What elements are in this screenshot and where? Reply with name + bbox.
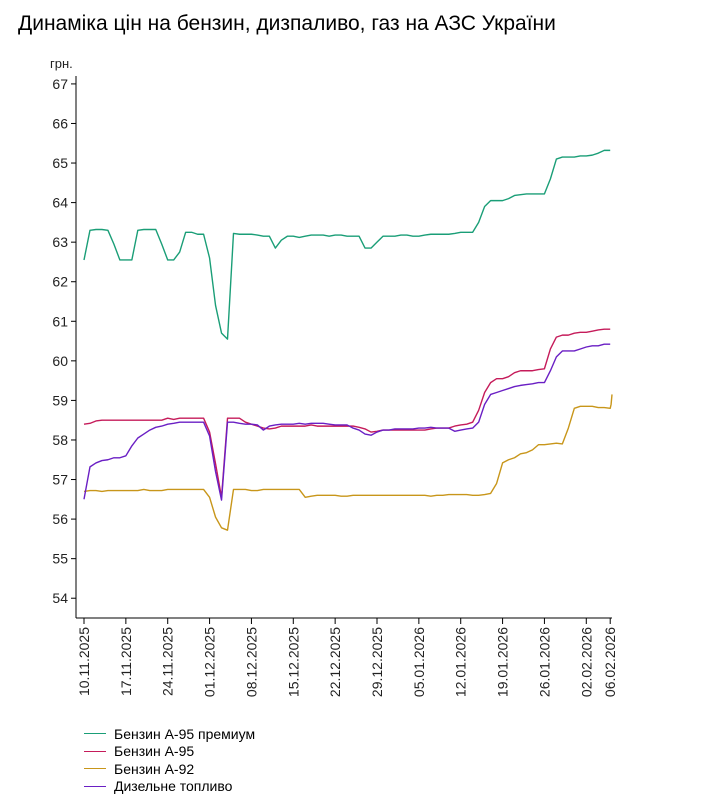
x-tick-label: 26.01.2026 [536, 627, 552, 697]
x-tick-label: 22.12.2025 [327, 627, 343, 697]
y-tick-label: 67 [52, 76, 68, 92]
y-tick-label: 66 [52, 115, 68, 131]
x-tick-label: 10.11.2025 [76, 627, 92, 696]
legend-label: Бензин А-95 [114, 743, 195, 760]
x-axis: 10.11.2025 17.11.2025 24.11.2025 01.12.2025… [76, 617, 618, 697]
series-line-4 [83, 343, 611, 501]
x-tick-label: 05.01.2026 [411, 627, 427, 697]
legend-item[interactable]: Бензин А-95 [84, 743, 255, 761]
x-tick-label: 29.12.2025 [369, 627, 385, 697]
legend-label: Бензин А-95 премиум [114, 725, 256, 742]
y-tick-label: 54 [52, 590, 68, 606]
x-tick-label: 01.12.2025 [202, 627, 218, 697]
x-tick-label: 02.02.2026 [578, 627, 594, 697]
y-tick-label: 64 [52, 195, 68, 211]
legend: Бензин А-95 премиум Бензин А-95 Бензин А-9… [84, 725, 255, 795]
x-tick-label: 19.01.2026 [495, 627, 511, 697]
y-tick-label: 60 [52, 353, 68, 369]
y-tick-label: 61 [52, 313, 68, 329]
y-tick-label: 63 [52, 234, 68, 250]
y-tick-label: 56 [52, 511, 68, 527]
x-tick-label: 08.12.2025 [243, 627, 259, 697]
legend-swatch [84, 785, 106, 787]
x-tick-label: 06.02.2026 [602, 627, 618, 697]
y-axis-unit-label: грн. [50, 56, 73, 71]
legend-swatch [84, 768, 106, 770]
y-axis: 54 55 56 57 58 59 60 61 62 63 64 65 66 67 [52, 76, 77, 618]
legend-swatch [84, 733, 106, 735]
legend-label: Дизельне топливо [114, 778, 233, 795]
series-line-1 [83, 149, 611, 340]
x-tick-label: 15.12.2025 [285, 627, 301, 697]
y-tick-label: 57 [52, 472, 68, 488]
y-tick-label: 59 [52, 392, 68, 408]
legend-item[interactable]: Бензин А-92 [84, 760, 255, 778]
series-line-2 [83, 328, 611, 499]
chart-title: Динаміка цін на бензин, дизпаливо, газ н… [18, 12, 556, 35]
legend-item[interactable]: Дизельне топливо [84, 778, 255, 796]
legend-label: Бензин А-92 [114, 760, 195, 777]
y-tick-label: 58 [52, 432, 68, 448]
legend-swatch [84, 750, 106, 752]
series-layer [83, 149, 613, 531]
x-tick-label: 24.11.2025 [160, 627, 176, 696]
y-tick-label: 65 [52, 155, 68, 171]
x-tick-label: 12.01.2026 [453, 627, 469, 697]
y-tick-label: 62 [52, 274, 68, 290]
legend-item[interactable]: Бензин А-95 премиум [84, 725, 255, 743]
y-tick-label: 55 [52, 551, 68, 567]
series-line-3 [83, 394, 613, 531]
x-tick-label: 17.11.2025 [118, 627, 134, 696]
